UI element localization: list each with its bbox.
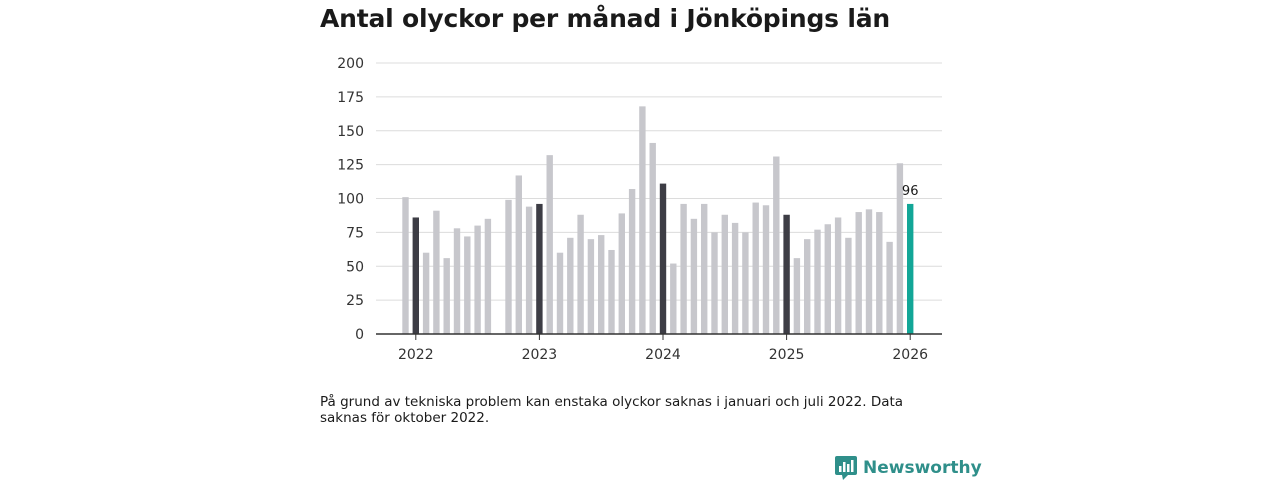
bar-2022-05 [453,228,461,334]
bar-2025-01 [783,214,790,334]
y-tick-label: 100 [337,192,364,208]
bar-2024-11 [762,205,770,334]
chart-title: Antal olyckor per månad i Jönköpings län [320,4,890,33]
bar-2023-09 [618,213,625,334]
bar-2022-04 [443,258,450,334]
x-axis-labels: 2022 2023 2024 2025 2026 [398,334,928,363]
y-tick-label: 25 [346,293,364,309]
bar-2025-11 [886,241,893,334]
bar-2021-12 [402,197,409,334]
bar-2022-02 [422,252,430,334]
bar-2023-03 [556,252,564,334]
y-tick-label: 75 [346,225,364,241]
bar-2023-06 [587,239,595,334]
bar-2023-08 [608,249,615,334]
bar-2024-12 [773,156,780,334]
bar-2022-11 [515,175,522,334]
bar-2025-09 [865,209,873,334]
bar-2022-01 [412,217,419,334]
newsworthy-logo-icon [835,456,857,480]
bar-2024-01 [659,183,667,334]
bar-2022-08 [484,218,492,334]
bar-2023-05 [577,214,584,334]
bar-2025-07 [845,237,852,334]
bar-2023-12 [649,142,656,334]
bar-2025-04 [814,229,821,334]
bar-2025-03 [804,239,811,334]
brand-name: Newsworthy [863,458,982,478]
y-tick-label: 125 [337,158,364,174]
bar-2023-11 [639,106,646,334]
x-tick-label: 2023 [522,347,558,363]
y-axis-labels: 0 25 50 75 100 125 150 175 200 [337,56,364,343]
x-tick-label: 2025 [769,347,805,363]
bar-2025-08 [855,212,862,334]
x-tick-label: 2026 [892,347,928,363]
bar-2022-07 [474,225,481,334]
bars [402,106,914,334]
bar-2022-10 [505,199,512,334]
bar-2025-10 [876,212,883,334]
y-tick-label: 175 [337,90,364,106]
bar-2024-03 [680,203,687,334]
bar-2025-02 [793,258,801,334]
bar-2024-06 [711,232,718,334]
bar-2024-07 [721,214,728,334]
x-tick-label: 2022 [398,347,434,363]
y-tick-label: 50 [346,259,364,275]
bar-2023-07 [598,235,605,334]
bar-2024-10 [752,202,759,334]
bar-2023-04 [567,237,574,334]
bar-2024-05 [701,203,708,334]
footnote: På grund av tekniska problem kan enstaka… [320,394,904,426]
bar-2022-03 [433,210,440,334]
bar-2024-02 [670,263,677,334]
bar-2025-05 [824,224,831,334]
bar-2023-01 [536,203,543,334]
y-tick-label: 150 [337,124,364,140]
bar-2025-12 [896,163,904,334]
bar-2024-08 [731,222,739,334]
bar-2022-06 [464,236,471,334]
bar-2023-10 [628,189,636,334]
bar-2026-01 [907,203,914,334]
y-tick-label: 0 [355,327,364,343]
highlight-value-label: 96 [902,184,919,199]
bar-2022-12 [525,206,533,334]
bar-2024-04 [690,218,698,334]
bar-2023-02 [546,155,553,334]
bar-2025-06 [834,217,842,334]
newsworthy-brand: Newsworthy [835,455,982,481]
y-tick-label: 200 [337,56,364,72]
bar-2024-09 [742,232,749,334]
x-tick-label: 2024 [645,347,681,363]
